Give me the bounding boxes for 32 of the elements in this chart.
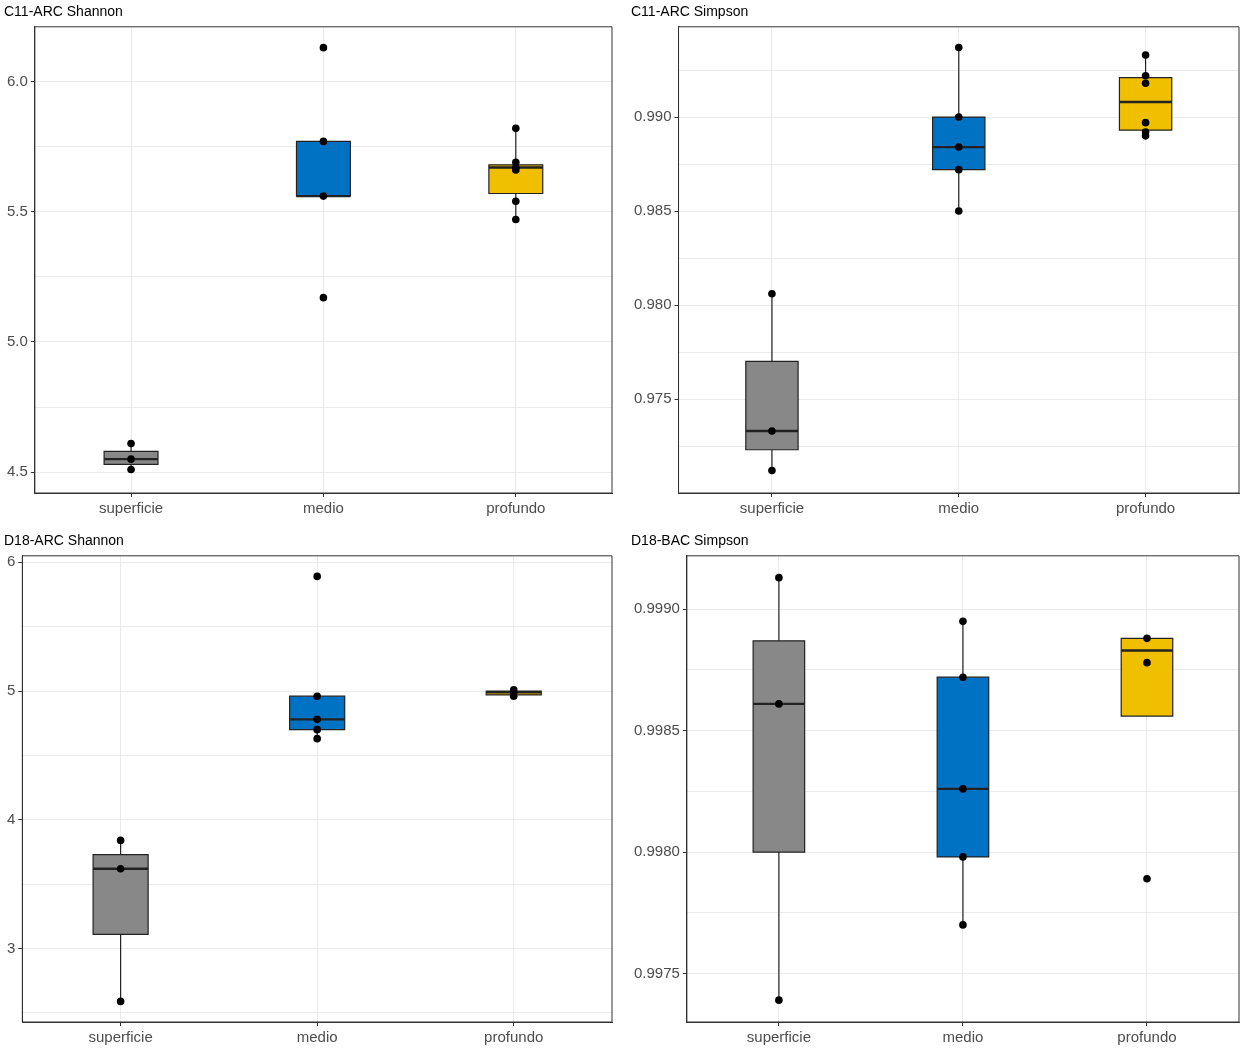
x-tick-label: superficie [98,499,164,517]
y-tick-label: 5 [7,681,16,699]
x-tick-label: profundo [1117,1028,1177,1046]
y-tick-label: 0.9990 [633,599,680,617]
x-tick-label: profundo [1115,499,1176,517]
x-tick-label: medio [303,499,344,517]
y-tick-label: 5.5 [6,201,28,219]
chart-title: C11-ARC Simpson [631,3,749,20]
y-tick-label: 0.975 [633,389,672,407]
y-tick-label: 0.980 [633,295,672,313]
y-tick-label: 4 [7,809,16,827]
y-tick-label: 0.985 [633,201,672,219]
y-tick-label: 4.5 [6,462,28,480]
x-tick-label: superficie [746,1028,811,1046]
x-tick-label: superficie [88,1028,153,1046]
y-tick-label: 0.990 [633,107,672,125]
y-tick-label: 5.0 [6,332,28,350]
x-tick-label: profundo [484,1028,544,1046]
y-tick-label: 3 [7,938,16,956]
y-tick-label: 6.0 [6,71,28,89]
x-tick-label: medio [938,499,980,517]
x-tick-label: superficie [739,499,805,517]
x-tick-label: medio [296,1028,338,1046]
y-tick-label: 0.9980 [633,842,680,860]
y-tick-label: 0.9975 [633,963,680,981]
y-tick-label: 0.9985 [633,720,680,738]
x-tick-label: profundo [486,499,546,517]
y-tick-label: 6 [7,552,16,570]
x-tick-label: medio [942,1028,984,1046]
chart-title: D18-ARC Shannon [4,532,124,549]
chart-title: D18-BAC Simpson [631,532,749,549]
chart-title: C11-ARC Shannon [4,3,123,20]
